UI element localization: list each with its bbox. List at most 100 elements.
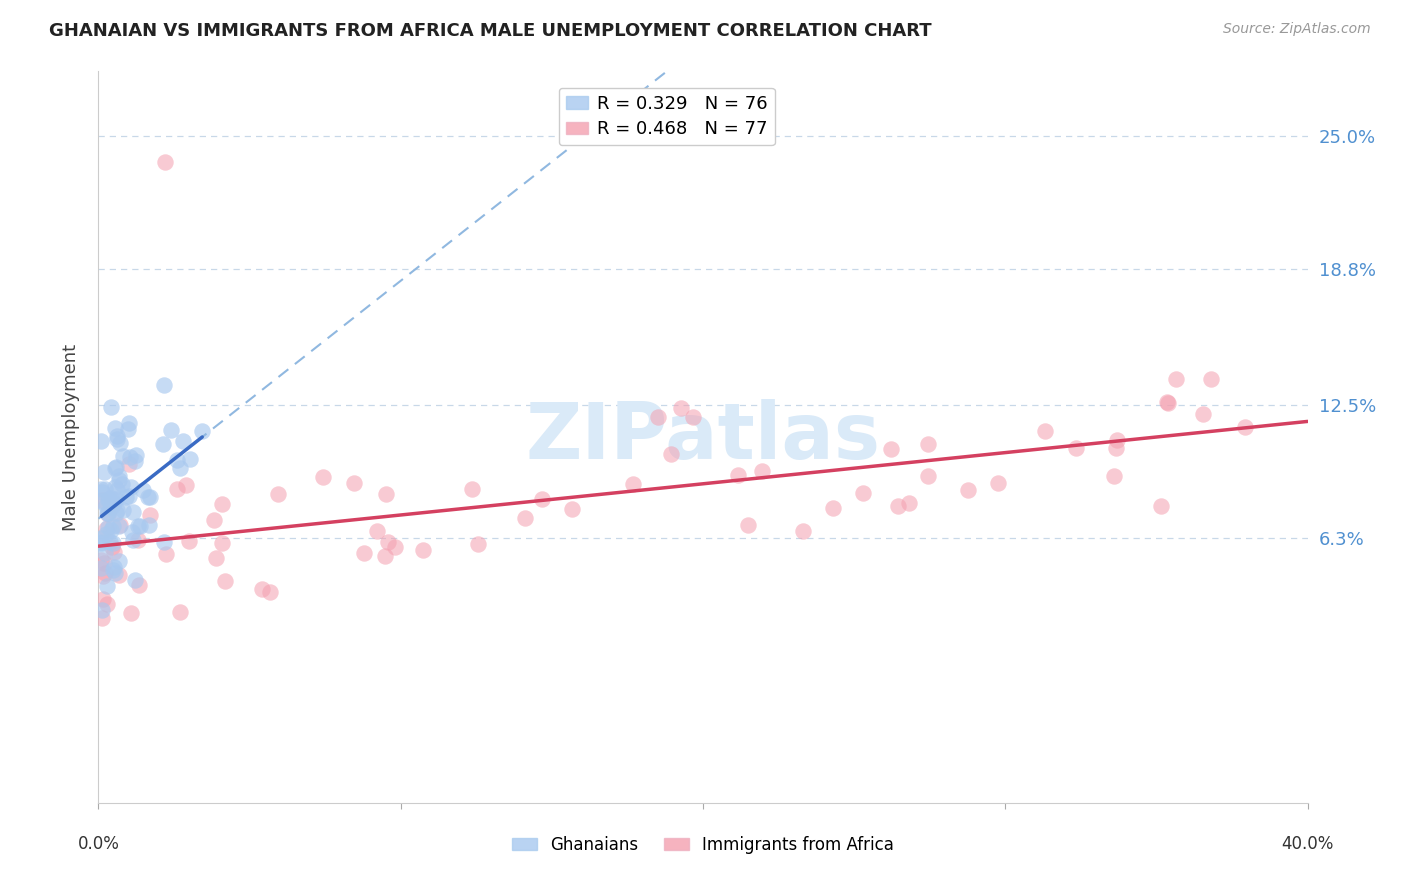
Point (104, 480, 127, 494)
Point (96, 522, 118, 536)
Point (155, 547, 177, 561)
Point (90, 483, 112, 497)
Point (112, 503, 135, 517)
Point (122, 505, 145, 519)
Point (104, 421, 127, 435)
Point (1033, 425, 1056, 439)
Point (467, 537, 489, 551)
Point (152, 437, 174, 451)
Point (530, 491, 553, 506)
Point (751, 465, 773, 479)
Point (169, 461, 191, 475)
Point (124, 574, 146, 588)
Point (343, 475, 366, 490)
Point (259, 585, 281, 599)
Point (124, 454, 146, 468)
Point (94, 500, 117, 514)
Point (105, 460, 128, 475)
Point (120, 606, 142, 620)
Point (366, 524, 388, 538)
Point (107, 468, 129, 483)
Point (114, 490, 136, 504)
Point (1199, 372, 1222, 386)
Point (118, 450, 141, 464)
Point (160, 423, 183, 437)
Point (205, 551, 228, 566)
Point (104, 566, 127, 580)
Point (179, 534, 201, 549)
Point (90, 535, 112, 549)
Point (561, 501, 583, 516)
Point (1166, 372, 1188, 386)
Point (105, 503, 128, 517)
Point (1157, 395, 1180, 409)
Point (152, 378, 174, 392)
Point (90, 531, 112, 545)
Point (120, 480, 142, 494)
Point (97, 492, 120, 507)
Point (97, 491, 120, 506)
Point (375, 487, 398, 501)
Point (169, 605, 191, 619)
Point (669, 401, 692, 416)
Point (107, 473, 129, 487)
Text: 40.0%: 40.0% (1281, 835, 1334, 853)
Point (128, 578, 150, 592)
Point (121, 524, 143, 539)
Point (250, 582, 273, 597)
Point (91, 591, 114, 606)
Point (118, 417, 141, 431)
Point (93, 556, 115, 570)
Point (125, 448, 148, 462)
Point (211, 497, 233, 511)
Y-axis label: Male Unemployment: Male Unemployment (62, 343, 80, 531)
Point (110, 477, 132, 491)
Point (105, 432, 128, 446)
Point (792, 524, 814, 538)
Point (90, 561, 112, 575)
Point (103, 563, 125, 577)
Point (513, 510, 536, 524)
Text: ZIPatlas: ZIPatlas (526, 399, 880, 475)
Point (97, 519, 120, 533)
Text: 0.0%: 0.0% (77, 835, 120, 853)
Point (93, 569, 115, 583)
Point (377, 535, 399, 549)
Point (647, 410, 669, 425)
Point (174, 478, 197, 492)
Point (266, 487, 288, 501)
Point (166, 453, 188, 467)
Point (659, 447, 682, 461)
Point (105, 429, 128, 443)
Point (117, 489, 139, 503)
Point (202, 513, 225, 527)
Point (90, 494, 112, 508)
Point (1150, 499, 1173, 513)
Point (98, 534, 121, 549)
Point (384, 540, 406, 554)
Point (100, 541, 122, 555)
Point (880, 442, 903, 456)
Point (100, 400, 122, 414)
Point (852, 486, 875, 500)
Point (122, 533, 145, 547)
Point (211, 536, 233, 550)
Point (179, 452, 201, 467)
Point (1192, 407, 1215, 421)
Point (100, 500, 122, 514)
Point (127, 519, 149, 533)
Point (91, 603, 114, 617)
Text: GHANAIAN VS IMMIGRANTS FROM AFRICA MALE UNEMPLOYMENT CORRELATION CHART: GHANAIAN VS IMMIGRANTS FROM AFRICA MALE … (49, 22, 932, 40)
Point (153, 534, 176, 549)
Point (97, 506, 120, 520)
Point (1156, 394, 1178, 409)
Point (90, 434, 112, 449)
Point (1102, 469, 1125, 483)
Point (172, 434, 194, 448)
Text: Source: ZipAtlas.com: Source: ZipAtlas.com (1223, 22, 1371, 37)
Point (100, 524, 122, 538)
Point (136, 490, 159, 504)
Point (887, 499, 910, 513)
Point (1233, 419, 1256, 434)
Point (682, 410, 704, 425)
